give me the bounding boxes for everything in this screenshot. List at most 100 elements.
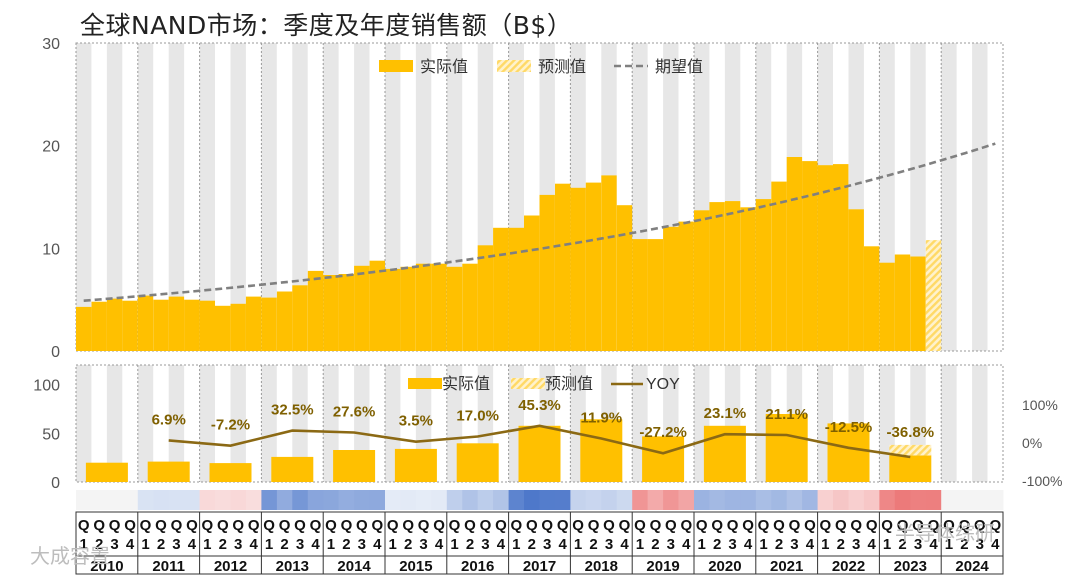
quarter-number-label: 1 [574, 536, 582, 553]
yoy-label: 27.6% [333, 404, 376, 421]
year-label: 2013 [276, 558, 309, 575]
quarter-band-bottom [941, 365, 957, 482]
quarter-band-bottom [199, 365, 215, 482]
heat-cell [215, 490, 231, 510]
heat-cell [292, 490, 309, 510]
quarter-band-top [941, 43, 957, 351]
heat-cell [616, 490, 633, 510]
heat-cell [477, 490, 494, 510]
watermark-right: 半导体综研 [895, 521, 995, 545]
heat-cell [446, 490, 463, 510]
legend-swatch-forecast [497, 60, 531, 72]
yoy-label: -36.8% [887, 424, 935, 441]
quarter-letter-label: Q [974, 517, 986, 534]
quarterly-bar [153, 299, 169, 351]
quarter-letter-label: Q [835, 517, 847, 534]
annual-actual-series [85, 414, 932, 482]
quarter-letter-label: Q [650, 517, 662, 534]
quarterly-bar [245, 296, 262, 351]
quarter-band-top [261, 43, 277, 351]
quarterly-bar [833, 164, 849, 351]
quarterly-bar [431, 263, 447, 351]
quarterly-bar [709, 202, 725, 351]
quarter-letter-label: Q [109, 517, 121, 534]
quarter-band-bottom [76, 365, 92, 482]
quarterly-bar [122, 300, 138, 351]
quarter-letter-label: Q [773, 517, 785, 534]
quarterly-bar [462, 263, 478, 351]
quarter-number-label: 2 [589, 536, 597, 553]
bottom-y2-axis: -100% 0% 100% [1022, 397, 1062, 489]
heat-cell [678, 490, 695, 510]
heat-cell [663, 490, 679, 510]
quarter-letter-label: Q [680, 517, 692, 534]
heat-cell [184, 490, 200, 510]
heat-cell [431, 490, 448, 510]
quarter-letter-label: Q [171, 517, 183, 534]
heat-cell [524, 490, 540, 510]
yoy-label: 6.9% [152, 411, 186, 428]
quarter-number-label: 1 [636, 536, 644, 553]
quarter-letter-label: Q [356, 517, 368, 534]
quarter-letter-label: Q [510, 517, 522, 534]
quarterly-bar [400, 266, 416, 351]
heat-cell [276, 490, 293, 510]
bottom-y-tick: 100 [33, 378, 60, 395]
heat-cell [817, 490, 834, 510]
heat-cell [724, 490, 741, 510]
quarter-number-label: 2 [404, 536, 412, 553]
legend2-label-forecast: 预测值 [545, 375, 593, 393]
year-label: 2010 [90, 558, 123, 575]
quarter-number-label: 3 [728, 536, 736, 553]
quarterly-bar [663, 226, 679, 351]
quarter-letter-label: Q [124, 517, 136, 534]
quarter-letter-label: Q [232, 517, 244, 534]
quarter-number-label: 2 [713, 536, 721, 553]
quarter-number-label: 4 [373, 536, 382, 553]
heat-cell [987, 490, 1004, 510]
legend2-label-actual: 实际值 [442, 375, 490, 393]
quarter-number-label: 2 [528, 536, 536, 553]
quarter-letter-label: Q [433, 517, 445, 534]
quarterly-bar [215, 305, 231, 351]
quarter-number-label: 1 [883, 536, 891, 553]
bottom-y-tick: 50 [42, 426, 60, 443]
legend-label-expected: 期望值 [655, 58, 703, 76]
heat-cell [230, 490, 247, 510]
yoy-labels: 6.9% -7.2% 32.5% 27.6% 3.5% 17.0% 45.3% 11.9% -2… [152, 397, 934, 441]
top-y-tick: 30 [42, 36, 60, 53]
heat-cell [941, 490, 958, 510]
heat-cell [245, 490, 262, 510]
year-label: 2018 [585, 558, 618, 575]
quarter-number-label: 2 [898, 536, 906, 553]
heat-cell [972, 490, 988, 510]
heat-cell [848, 490, 865, 510]
yoy-label: 32.5% [271, 402, 314, 419]
quarter-number-label: 3 [481, 536, 489, 553]
yoy-label: -7.2% [211, 417, 250, 434]
quarter-number-label: 1 [759, 536, 767, 553]
quarter-letter-label: Q [387, 517, 399, 534]
annual-bar [518, 425, 561, 482]
quarter-letter-label: Q [943, 517, 955, 534]
quarterly-bar [323, 275, 339, 351]
quarter-band-top [199, 43, 215, 351]
quarter-letter-label: Q [711, 517, 723, 534]
quarter-number-label: 4 [744, 536, 753, 553]
quarter-number-label: 4 [806, 536, 815, 553]
quarter-letter-label: Q [881, 517, 893, 534]
yoy-line [168, 424, 911, 459]
bottom-y2-tick: -100% [1022, 473, 1062, 489]
quarter-band-bottom [137, 365, 154, 482]
yoy-heat-strip [76, 490, 1004, 510]
quarter-letter-label: Q [294, 517, 306, 534]
year-label: 2023 [894, 558, 927, 575]
year-label: 2012 [214, 558, 247, 575]
quarterly-bar [354, 265, 370, 351]
quarter-number-label: 1 [821, 536, 829, 553]
quarter-number-label: 1 [512, 536, 520, 553]
quarter-letter-label: Q [619, 517, 631, 534]
heat-cell [137, 490, 154, 510]
year-label: 2024 [955, 558, 989, 575]
